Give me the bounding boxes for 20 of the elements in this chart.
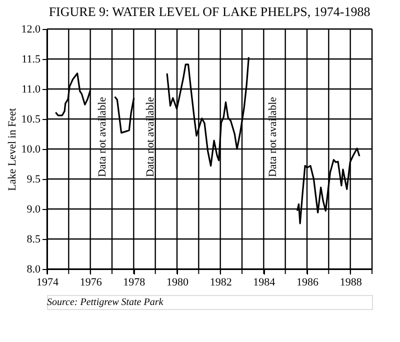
- y-tick-label: 9.0: [26, 204, 41, 216]
- x-tick-label: 1984: [253, 276, 276, 288]
- y-tick-label: 12.0: [21, 24, 41, 36]
- x-tick-label: 1982: [210, 276, 232, 288]
- y-tick-label: 8.0: [26, 264, 41, 276]
- y-tick-label: 10.0: [21, 144, 41, 156]
- y-axis-title: Lake Level in Feet: [6, 108, 18, 191]
- x-tick-label: 1986: [296, 276, 319, 288]
- y-tick-label: 8.5: [26, 234, 41, 246]
- x-tick-label: 1976: [80, 276, 102, 288]
- x-tick-label: 1978: [123, 276, 146, 288]
- chart-title: FIGURE 9: WATER LEVEL OF LAKE PHELPS, 1974-1988: [48, 4, 370, 19]
- source-note: Source: Pettigrew State Park: [47, 297, 164, 308]
- x-tick-label: 1988: [340, 276, 362, 288]
- y-tick-label: 9.5: [26, 174, 41, 186]
- y-tick-label: 11.5: [22, 54, 41, 66]
- x-tick-label: 1980: [166, 276, 189, 288]
- x-tick-label: 1974: [36, 276, 59, 288]
- y-tick-label: 10.5: [21, 114, 41, 126]
- y-tick-label: 11.0: [22, 84, 41, 96]
